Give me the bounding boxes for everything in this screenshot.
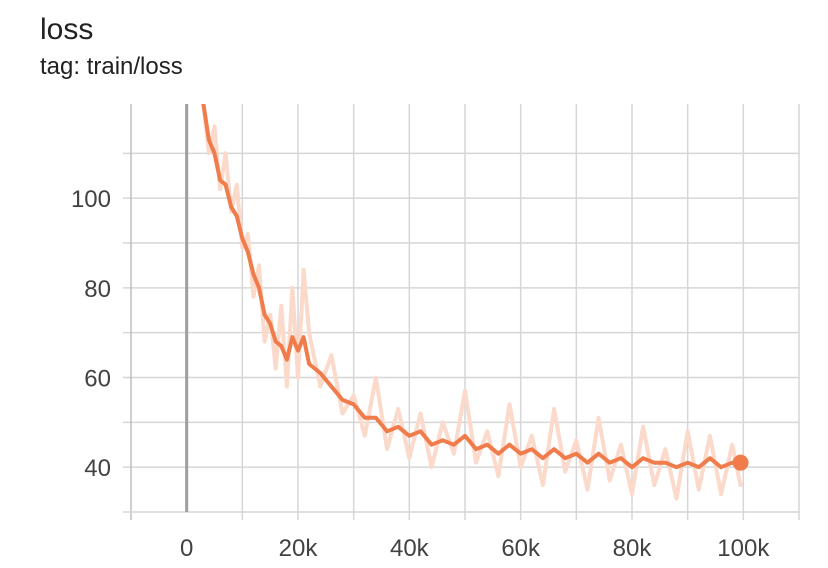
x-tick-label: 80k: [613, 535, 653, 562]
y-tick-label: 100: [71, 186, 111, 213]
last-point-marker[interactable]: [732, 454, 749, 471]
chart-title: loss: [40, 13, 94, 46]
y-tick-label: 80: [84, 276, 111, 303]
tick-label-layer: 0 20k 40k 60k 80k 100k 40 60 80 100: [71, 186, 770, 562]
chart-subtitle: tag: train/loss: [40, 53, 183, 80]
raw-loss-line[interactable]: [201, 104, 743, 501]
x-tick-label: 40k: [390, 535, 430, 562]
smoothed-loss-line[interactable]: [201, 104, 743, 470]
x-tick-label: 20k: [279, 535, 319, 562]
x-tick-label: 60k: [501, 535, 541, 562]
x-tick-label: 0: [180, 535, 193, 562]
y-tick-label: 60: [84, 365, 111, 392]
axis-layer: [123, 104, 800, 520]
series-layer: [201, 104, 743, 501]
x-tick-label: 100k: [717, 535, 770, 562]
y-tick-label: 40: [84, 455, 111, 482]
